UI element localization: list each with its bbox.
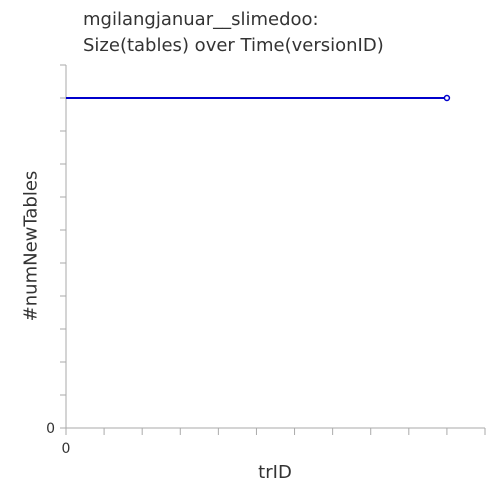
- chart-title-line-1: mgilangjanuar__slimedoo:: [83, 9, 319, 30]
- x-tick-label-0: 0: [62, 441, 71, 457]
- y-tick-label-0: 0: [46, 421, 55, 437]
- tick-labels: 00: [46, 421, 70, 457]
- ticks: [60, 64, 486, 435]
- chart-title: mgilangjanuar__slimedoo: Size(tables) ov…: [83, 7, 384, 59]
- data-point-0-1: [443, 94, 451, 102]
- x-axis-label: trID: [258, 462, 292, 483]
- y-axis-label: #numNewTables: [20, 170, 42, 322]
- axes: [65, 65, 485, 429]
- series: [66, 94, 451, 102]
- chart-title-line-2: Size(tables) over Time(versionID): [83, 35, 384, 56]
